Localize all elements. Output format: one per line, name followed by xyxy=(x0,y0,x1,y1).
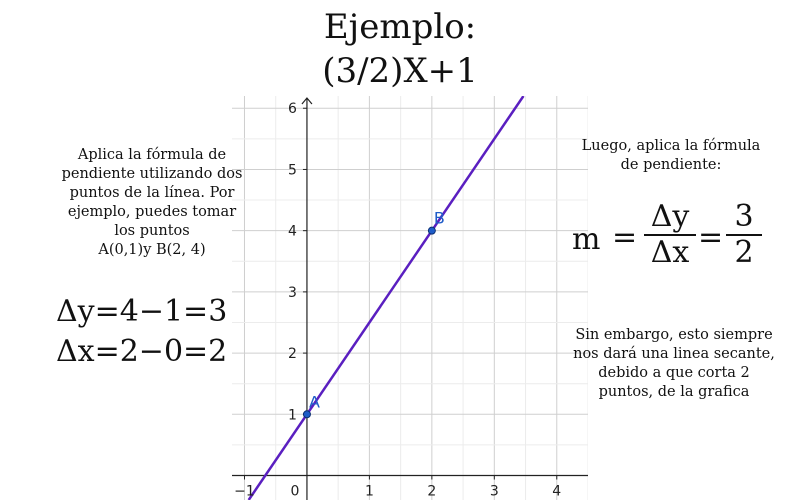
left-note-line: Aplica la fórmula de xyxy=(77,147,227,163)
delta-y-equation: Δy=4−1=3 xyxy=(56,294,228,329)
y-tick-label: 4 xyxy=(288,224,297,240)
right-instructions: Luego, aplica la fórmula de pendiente: xyxy=(556,137,786,175)
equals-sign: = xyxy=(698,220,724,255)
delta-x-equation: Δx=2−0=2 xyxy=(56,334,228,369)
x-tick-label: 4 xyxy=(552,484,561,500)
point-label-b: B xyxy=(434,209,445,228)
y-tick-label: 2 xyxy=(288,346,297,362)
right-note-line: de pendiente: xyxy=(620,157,722,173)
x-tick-label: 2 xyxy=(427,484,436,500)
point-a xyxy=(302,410,311,419)
fraction-numerator: 3 xyxy=(734,199,754,234)
line-series xyxy=(247,96,525,500)
left-note-line: puntos de la línea. Por xyxy=(69,185,235,201)
y-tick-label: 1 xyxy=(288,407,297,423)
slope-symbol: m xyxy=(572,222,601,257)
right-note-line: Luego, aplica la fórmula xyxy=(581,138,761,154)
left-note-line: ejemplo, puedes tomar xyxy=(67,204,237,220)
x-tick-label: −1 xyxy=(234,484,255,500)
secant-note-line: Sin embargo, esto siempre xyxy=(575,327,773,343)
fraction-bar xyxy=(644,234,696,236)
fraction-denominator: 2 xyxy=(734,235,754,270)
secant-note: Sin embargo, esto siempre nos dará una l… xyxy=(554,326,794,402)
tick-labels: −1 0 1 2 3 4 1 2 3 4 5 6 xyxy=(234,101,561,499)
secant-note-line: puntos, de la grafica xyxy=(598,384,750,400)
equals-sign: = xyxy=(612,220,638,255)
slope-formula: m = Δy Δx = 3 2 xyxy=(572,200,782,280)
x-tick-label: 0 xyxy=(290,484,299,500)
grid xyxy=(232,96,588,500)
x-tick-label: 1 xyxy=(365,484,374,500)
secant-note-line: nos dará una linea secante, xyxy=(573,346,775,362)
y-tick-label: 5 xyxy=(288,162,297,178)
x-tick-label: 3 xyxy=(490,484,499,500)
points: AB xyxy=(302,209,445,419)
fraction-numerator: Δy xyxy=(650,199,690,234)
title-line-1: Ejemplo: xyxy=(323,7,477,47)
point-b xyxy=(427,226,436,235)
left-note-line: A(0,1)y B(2, 4) xyxy=(98,242,206,258)
fraction-value: 3 2 xyxy=(726,200,762,270)
y-tick-label: 3 xyxy=(288,285,297,301)
y-tick-label: 6 xyxy=(288,101,297,117)
axes xyxy=(232,97,588,500)
plot-line xyxy=(247,96,525,500)
fraction-delta: Δy Δx xyxy=(644,200,696,270)
left-note-line: pendiente utilizando dos xyxy=(61,166,243,182)
y-axis-arrow xyxy=(301,97,313,105)
secant-note-line: debido a que corta 2 xyxy=(598,365,750,381)
left-note-line: los puntos xyxy=(114,223,190,239)
left-instructions: Aplica la fórmula de pendiente utilizand… xyxy=(28,146,276,260)
title-line-2: (3/2)X+1 xyxy=(322,51,478,91)
fraction-denominator: Δx xyxy=(650,235,690,270)
point-label-a: A xyxy=(309,392,320,411)
fraction-bar xyxy=(726,234,762,236)
